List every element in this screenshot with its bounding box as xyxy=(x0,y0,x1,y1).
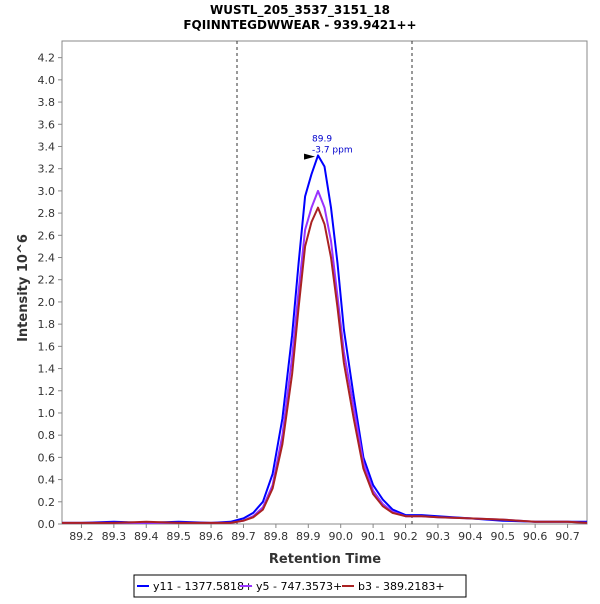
series-lines xyxy=(62,154,588,524)
y-tick-label: 0.8 xyxy=(38,429,56,442)
chart-subtitle: FQIINNTEGDWWEAR - 939.9421++ xyxy=(183,18,416,32)
legend-box xyxy=(133,574,467,598)
y-tick-label: 4.2 xyxy=(38,52,56,65)
y-tick-label: 3.6 xyxy=(38,118,56,131)
y-tick-label: 0.6 xyxy=(38,451,56,464)
y-tick-label: 0.4 xyxy=(38,474,56,487)
y-tick-label: 4.0 xyxy=(38,74,56,87)
y-tick-label: 2.8 xyxy=(38,207,56,220)
y-tick-label: 0.0 xyxy=(38,518,56,531)
x-tick-label: 90.6 xyxy=(523,530,548,543)
x-tick-label: 89.5 xyxy=(166,530,191,543)
plot-area xyxy=(61,40,588,525)
y-tick-label: 0.2 xyxy=(38,496,56,509)
y-tick-label: 3.0 xyxy=(38,185,56,198)
x-tick-label: 89.7 xyxy=(231,530,256,543)
y-tick-label: 3.2 xyxy=(38,163,56,176)
x-tick-label: 90.4 xyxy=(458,530,483,543)
x-tick-label: 89.3 xyxy=(102,530,127,543)
x-tick-label: 89.2 xyxy=(69,530,94,543)
legend-label: y11 - 1377.5818+ xyxy=(153,580,253,593)
x-tick-label: 90.5 xyxy=(490,530,515,543)
x-tick-label: 89.8 xyxy=(264,530,289,543)
series-line-3 xyxy=(62,206,588,524)
y-axis-title: Intensity 10^6 xyxy=(16,234,31,342)
y-tick-label: 1.6 xyxy=(38,340,56,353)
x-tick-label: 90.3 xyxy=(426,530,451,543)
y-tick-label: 1.2 xyxy=(38,385,56,398)
y-tick-label: 1.4 xyxy=(38,363,56,376)
annotation-ppm: -3.7 ppm xyxy=(312,146,353,156)
x-tick-label: 89.9 xyxy=(296,530,321,543)
x-tick-label: 90.0 xyxy=(328,530,353,543)
y-tick-label: 2.6 xyxy=(38,229,56,242)
legend-label: b3 - 389.2183+ xyxy=(358,580,445,593)
annotation-rt: 89.9 xyxy=(312,135,332,145)
y-tick-label: 2.0 xyxy=(38,296,56,309)
peak-marker-arrow xyxy=(304,153,316,160)
y-tick-label: 1.0 xyxy=(38,407,56,420)
x-tick-label: 90.1 xyxy=(361,530,386,543)
y-tick-label: 3.4 xyxy=(38,140,56,153)
legend: y11 - 1377.5818+ y5 - 747.3573+ b3 - 389.2… xyxy=(133,574,467,598)
y-tick-label: 2.2 xyxy=(38,274,56,287)
x-tick-label: 90.7 xyxy=(555,530,580,543)
chart-title: WUSTL_205_3537_3151_18 xyxy=(210,3,390,18)
boundary-lines xyxy=(236,41,413,524)
y-tick-label: 3.8 xyxy=(38,96,56,109)
x-tick-label: 90.2 xyxy=(393,530,418,543)
legend-label: y5 - 747.3573+ xyxy=(256,580,342,593)
x-axis-title: Retention Time xyxy=(269,552,381,567)
x-tick-label: 89.6 xyxy=(199,530,224,543)
x-tick-label: 89.4 xyxy=(134,530,159,543)
y-tick-label: 1.8 xyxy=(38,318,56,331)
axis-ticks: 89.2 89.3 89.4 89.5 89.6 89.7 89.8 89.9 90.0 90.1… xyxy=(38,52,580,543)
peak-annotation: 89.9 -3.7 ppm xyxy=(304,135,353,160)
y-tick-label: 2.4 xyxy=(38,252,56,265)
